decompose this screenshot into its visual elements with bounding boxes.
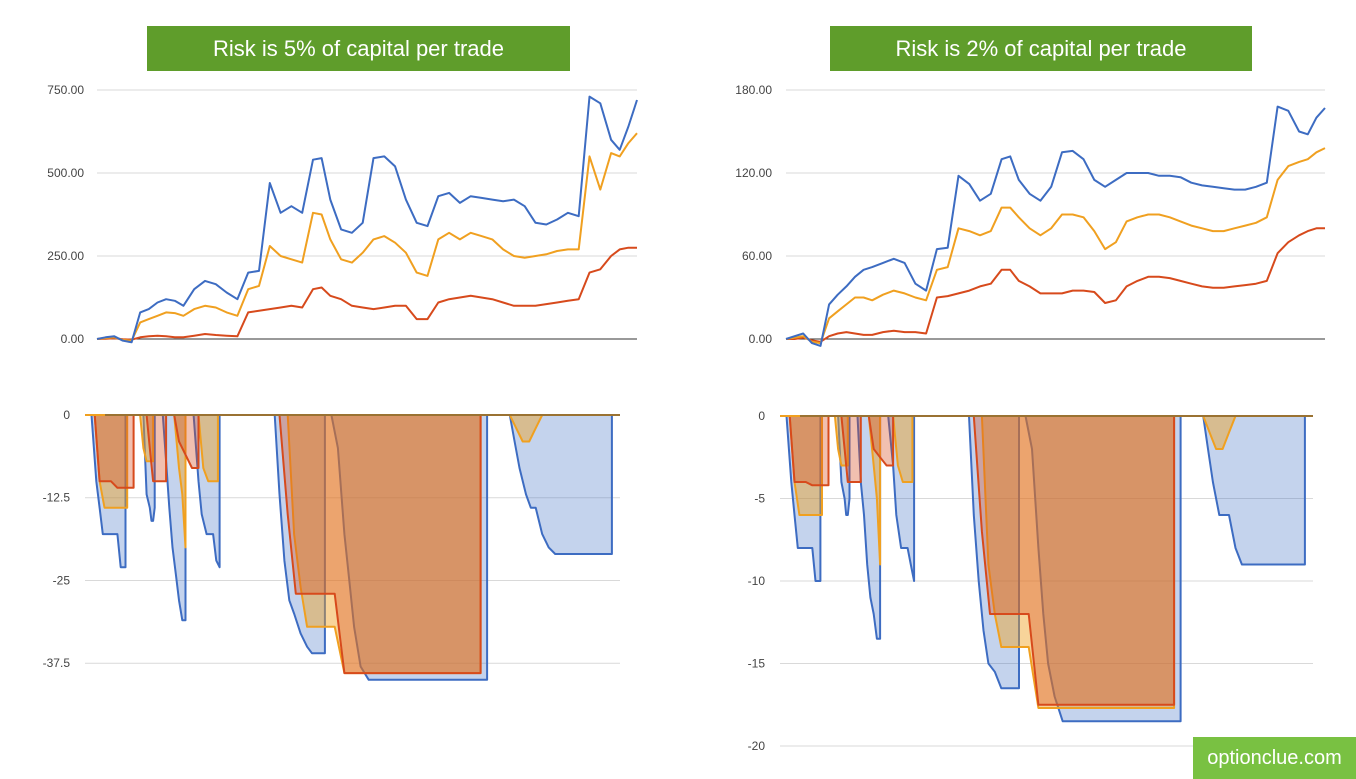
y-tick-label: 0.00 [61,332,85,346]
series-blue-line [785,105,1326,347]
series-blue-line [1202,415,1306,566]
y-tick-label: -20 [748,739,766,753]
series-orange-line [139,414,155,463]
y-tick-label: -5 [754,492,765,506]
left-chart-title: Risk is 5% of capital per trade [147,26,570,71]
series-red-line [788,415,830,487]
series-red-area [868,416,894,466]
y-tick-label: 120.00 [735,166,772,180]
series-blue-line [785,415,822,582]
series-orange-line [833,415,849,467]
series-blue-line [90,414,127,569]
series-blue-line [142,414,156,522]
series-blue-area [786,416,821,581]
series-blue-line [161,414,187,622]
series-blue-area [143,415,155,521]
site-watermark: optionclue.com [1193,737,1356,779]
series-blue-area [91,415,126,568]
series-red-line [96,246,637,341]
series-orange-line [867,415,882,566]
series-red-line [173,414,200,469]
series-blue-line [508,414,613,555]
y-tick-label: -25 [53,573,71,587]
series-red-area [174,415,199,468]
series-blue-line [273,414,326,655]
series-red-line [278,414,482,675]
right-chart-title: Risk is 2% of capital per trade [830,26,1252,71]
y-tick-label: -37.5 [43,656,71,670]
series-red-line [786,227,1325,343]
series-blue-line [968,415,1020,690]
series-blue-line [887,415,916,582]
series-orange-area [509,415,543,442]
series-orange-line [173,414,187,549]
series-orange-line [96,132,638,342]
y-tick-label: 750.00 [47,83,84,97]
series-blue-line [1024,415,1182,723]
series-orange-line [1202,415,1237,450]
series-red-area [789,416,829,486]
y-tick-label: 250.00 [47,249,84,263]
series-orange-area [1203,416,1236,449]
y-tick-label: -15 [748,657,766,671]
series-blue-area [888,416,915,581]
y-tick-label: 0 [758,409,765,423]
y-tick-label: -10 [748,574,766,588]
series-orange-line [788,415,823,516]
y-tick-label: 0 [63,408,70,422]
series-orange-area [94,415,128,508]
series-red-area [279,415,481,674]
series-red-area [94,415,134,488]
series-blue-area [193,415,220,568]
series-red-line [840,415,862,483]
y-tick-label: -12.5 [43,491,71,505]
series-blue-area [969,416,1019,689]
series-red-line [93,414,135,489]
series-blue-line [837,415,851,516]
series-blue-area [331,415,488,680]
series-red-area [973,416,1175,705]
series-orange-line [93,414,129,509]
series-blue-area [1025,416,1181,722]
series-blue-line [192,414,221,569]
series-red-line [972,415,1176,706]
y-tick-label: 180.00 [735,83,772,97]
series-orange-area [789,416,822,515]
series-blue-area [509,415,612,554]
y-tick-label: 500.00 [47,166,84,180]
series-red-line [867,415,895,467]
series-red-line [145,414,168,483]
y-tick-label: 0.00 [749,332,773,346]
series-orange-line [892,415,914,483]
series-orange-line [197,414,219,483]
series-blue-line [330,414,489,681]
series-orange-line [508,414,544,443]
series-blue-area [1203,416,1305,565]
series-orange-line [785,147,1326,345]
series-blue-line [856,415,882,640]
series-blue-line [96,95,638,344]
y-tick-label: 60.00 [742,249,772,263]
